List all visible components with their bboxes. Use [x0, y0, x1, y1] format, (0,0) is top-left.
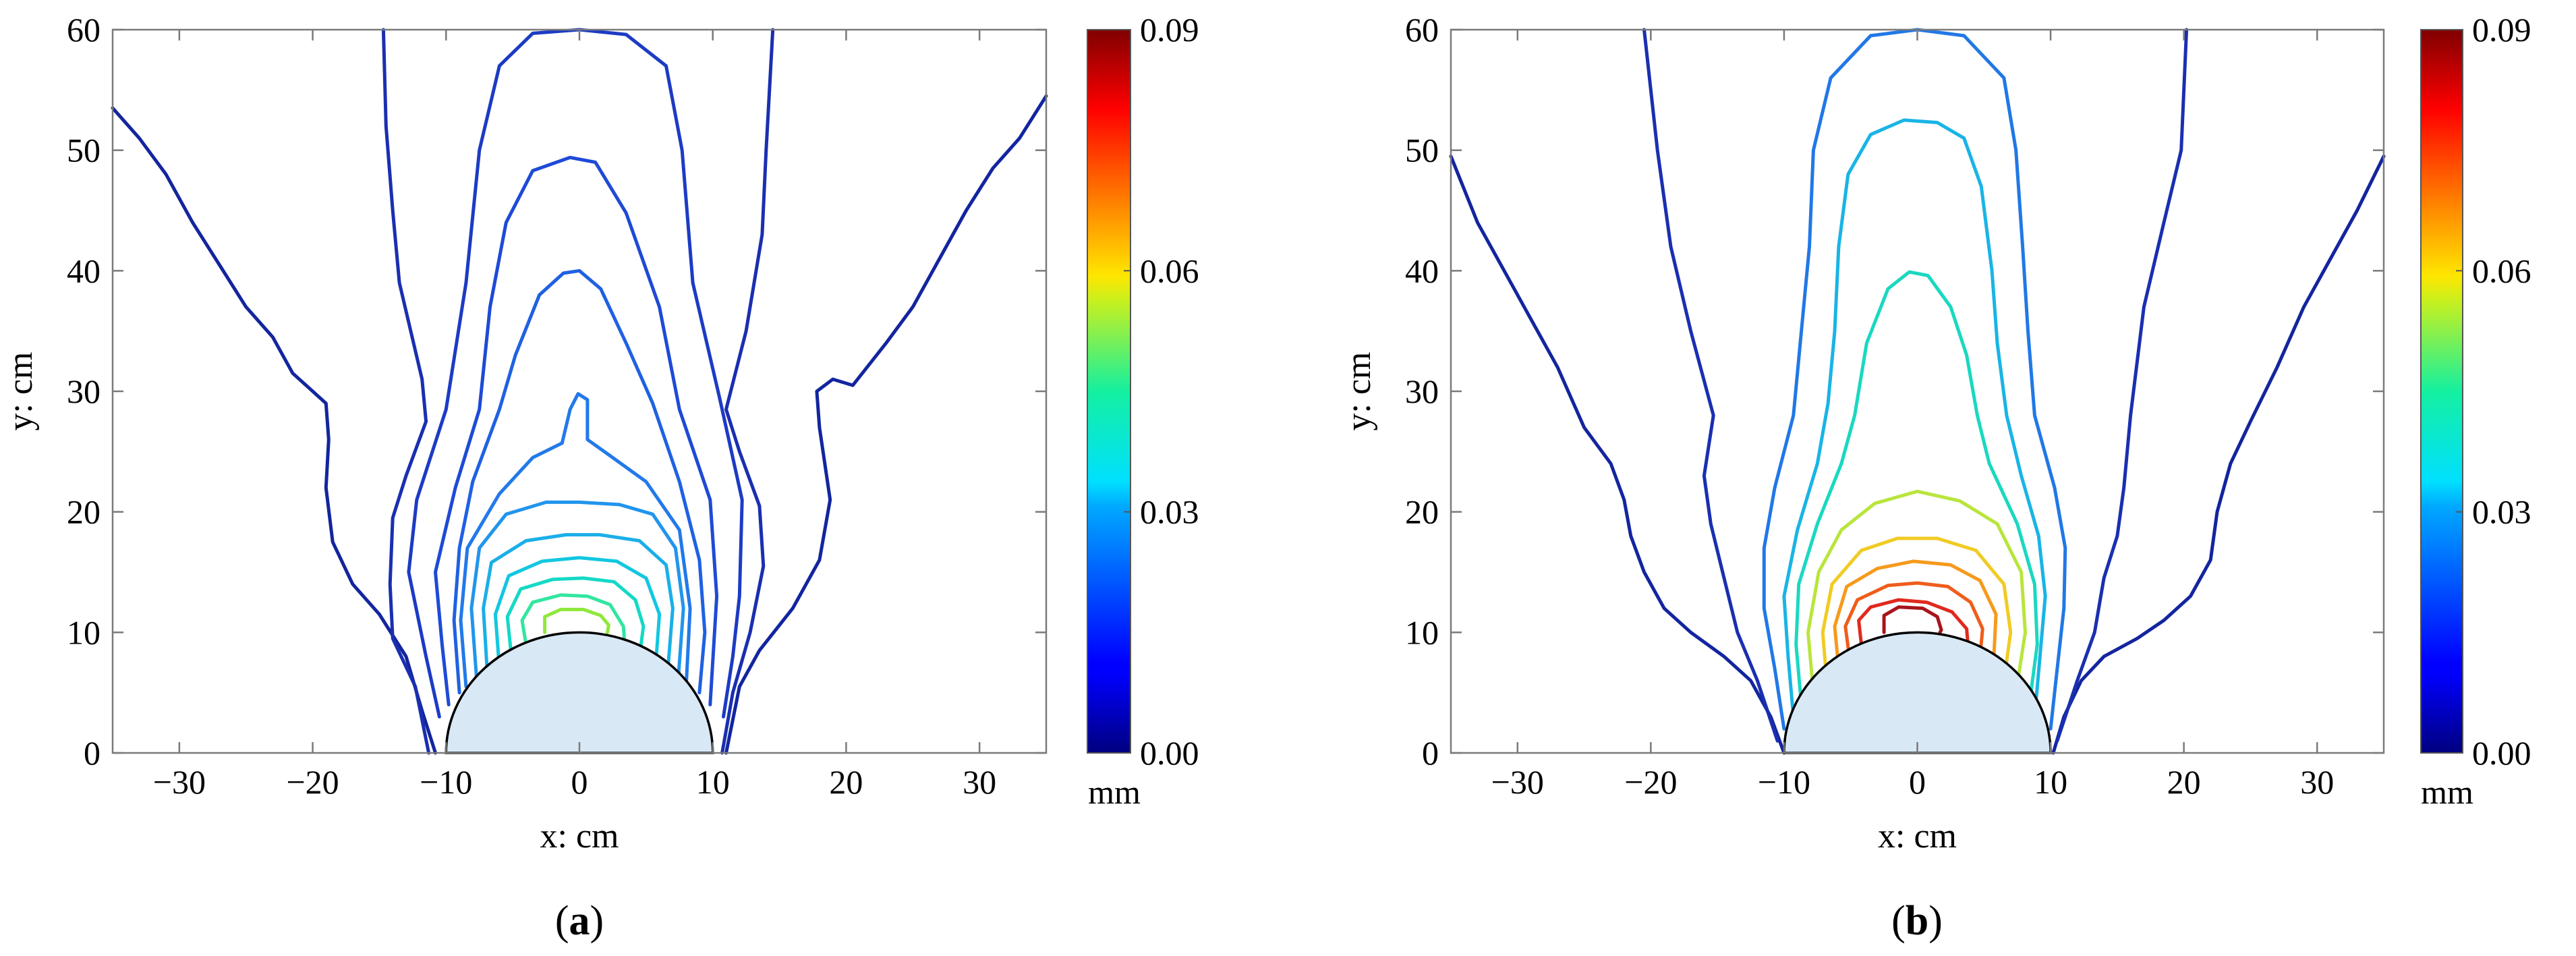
obstacle-semicircle	[445, 631, 714, 754]
x-tick-label: −20	[1624, 763, 1677, 801]
contour-line	[111, 106, 437, 755]
contour-line	[1833, 559, 1998, 671]
colorbar-tick-label: 0.06	[1140, 252, 1199, 289]
contour-line	[459, 392, 692, 689]
colorbar-tick-label: 0.03	[2472, 493, 2531, 531]
contour-lines	[1449, 28, 2386, 755]
y-tick-label: 60	[67, 11, 101, 49]
x-axis-label: x: cm	[540, 817, 619, 855]
colorbar-unit: mm	[1088, 773, 1141, 811]
x-tick-label: −10	[420, 763, 472, 801]
x-tick-label: 20	[829, 763, 863, 801]
obstacle-semicircle	[1783, 631, 2052, 754]
colorbar-tick-label: 0.09	[1140, 11, 1199, 49]
y-tick-label: 50	[1405, 132, 1439, 169]
panel-b: −30 −20 −10 0 10 20 30 0 10 20 30 40 50 60 x: cm y: cm 0…	[1340, 11, 2531, 944]
contour-line	[434, 155, 719, 706]
panel-caption: (b)	[1891, 898, 1943, 944]
contour-line	[520, 593, 627, 646]
contour-line	[1821, 536, 2013, 683]
contour-line	[1843, 581, 1984, 658]
x-tick-label: 30	[963, 763, 996, 801]
contour-line	[1806, 489, 2027, 695]
y-tick-label: 50	[67, 132, 101, 169]
x-tick-label: 10	[696, 763, 730, 801]
x-tick-label: 20	[2167, 763, 2201, 801]
contour-line	[1794, 270, 2039, 706]
contour-line	[1857, 598, 1970, 646]
contour-line	[543, 607, 610, 634]
x-tick-label: −10	[1758, 763, 1810, 801]
x-tick-label: 10	[2034, 763, 2067, 801]
colorbar	[2420, 29, 2463, 754]
y-tick-label: 10	[67, 613, 101, 651]
x-axis-label: x: cm	[1878, 817, 1957, 855]
contour-line	[493, 556, 662, 671]
colorbar-tick-label: 0.00	[1140, 734, 1199, 772]
x-tick-label: −30	[1491, 763, 1544, 801]
x-tick-label: 30	[2300, 763, 2334, 801]
y-tick-label: 30	[67, 372, 101, 410]
panel-a: −30 −20 −10 0 10 20 30 0 10 20 30 40 50 60 x: cm y: cm 0…	[1, 11, 1199, 944]
caption-close: )	[1928, 898, 1943, 944]
y-tick-label: 60	[1405, 11, 1439, 49]
x-tick-label: 0	[1909, 763, 1926, 801]
caption-close: )	[590, 898, 604, 944]
contour-line	[482, 533, 675, 677]
contour-line	[2055, 28, 2189, 743]
y-tick-label: 0	[1422, 734, 1439, 772]
contour-line	[724, 94, 1048, 755]
x-tick-label: 0	[571, 763, 588, 801]
y-tick-label: 40	[1405, 252, 1439, 289]
caption-open: (	[555, 898, 569, 944]
x-tick-label: −30	[153, 763, 206, 801]
y-tick-label: 40	[67, 252, 101, 289]
contour-line	[452, 269, 707, 695]
caption-letter: b	[1906, 898, 1928, 944]
contour-line	[407, 28, 744, 719]
y-axis-label: y: cm	[1, 352, 40, 431]
colorbar	[1087, 29, 1131, 754]
y-tick-label: 10	[1405, 613, 1439, 651]
contour-line	[1782, 118, 2047, 719]
contour-line	[720, 28, 775, 755]
contour-line	[1642, 28, 1779, 743]
colorbar-tick-label: 0.06	[2472, 252, 2531, 289]
y-tick-label: 20	[67, 493, 101, 531]
contour-line	[469, 500, 685, 683]
contour-line	[381, 28, 431, 755]
colorbar-tick-label: 0.00	[2472, 734, 2531, 772]
x-tick-label: −20	[286, 763, 339, 801]
contour-line	[1449, 154, 1786, 755]
colorbar-tick-label: 0.03	[1140, 493, 1199, 531]
caption-open: (	[1891, 898, 1906, 944]
contour-line	[1882, 605, 1943, 634]
caption-letter: a	[569, 898, 590, 944]
contour-line	[2051, 154, 2386, 755]
y-tick-label: 30	[1405, 372, 1439, 410]
y-tick-label: 20	[1405, 493, 1439, 531]
colorbar-unit: mm	[2421, 773, 2473, 811]
y-tick-label: 0	[84, 734, 101, 772]
y-axis-label: y: cm	[1340, 352, 1378, 431]
panel-caption: (a)	[555, 898, 604, 944]
colorbar-tick-label: 0.09	[2472, 11, 2531, 49]
contour-line	[505, 576, 646, 658]
